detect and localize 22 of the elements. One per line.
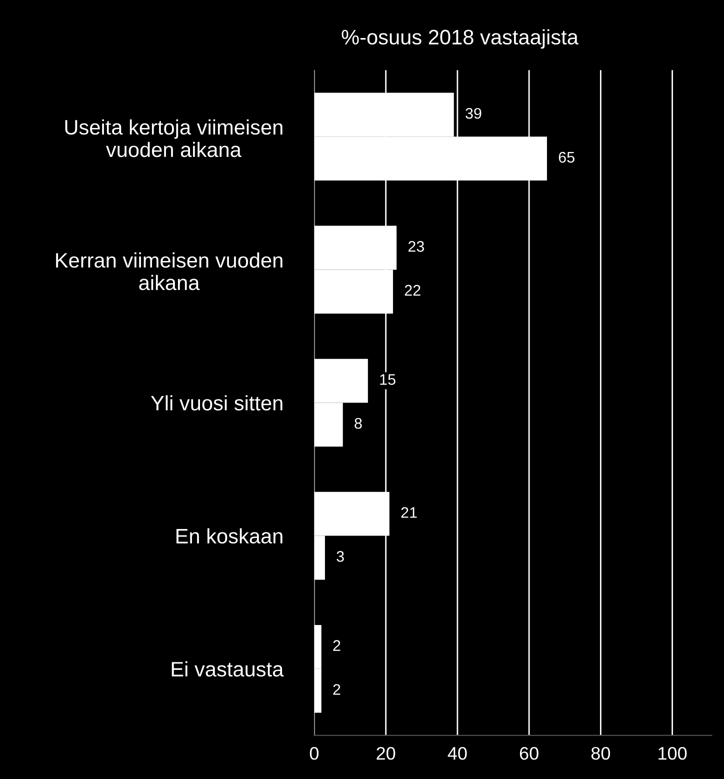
data-label: 15: [380, 374, 396, 385]
y-tick-label: Yli vuosi sitten: [150, 395, 282, 410]
x-tick-label: 60: [520, 746, 538, 760]
data-label: 21: [401, 507, 417, 518]
x-tick-label: 100: [658, 746, 687, 760]
data-label: 2: [333, 684, 340, 695]
data-label: 65: [558, 152, 574, 163]
y-tick-label: Kerran viimeisen vuoden aikana: [56, 252, 282, 290]
x-tick-label: 40: [448, 746, 467, 760]
x-tick-label: 80: [591, 746, 610, 760]
y-tick-label: Useita kertoja viimeisen vuoden aikana: [65, 119, 282, 158]
x-tick-label: 0: [310, 746, 319, 760]
data-label: 39: [466, 108, 482, 119]
x-tick-label: 20: [376, 746, 396, 760]
data-label: 3: [336, 551, 344, 562]
data-label: 22: [404, 284, 420, 296]
y-tick-label: Ei vastausta: [172, 661, 284, 677]
chart-title: %-osuus 2018 vastaajista: [342, 29, 578, 49]
data-label: 23: [408, 241, 424, 252]
data-label: 2: [333, 640, 340, 651]
y-tick-label: En koskaan: [176, 528, 282, 544]
data-label: 8: [354, 418, 362, 429]
